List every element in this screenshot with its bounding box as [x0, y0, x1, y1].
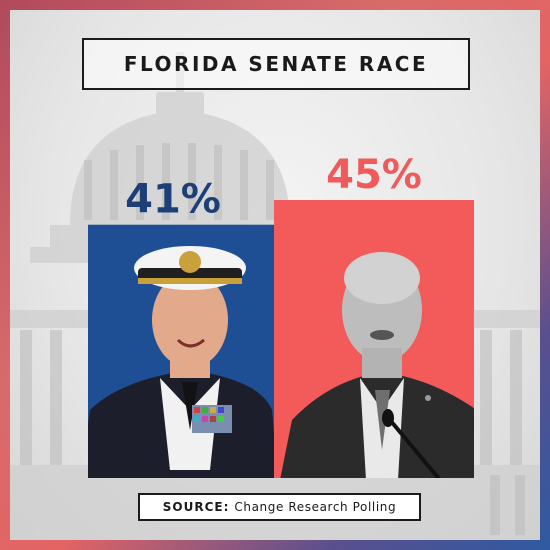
source-text: Change Research Polling: [234, 500, 397, 514]
source-label: SOURCE:: [162, 500, 230, 514]
chart-title: FLORIDA SENATE RACE: [123, 52, 429, 76]
candidate-2-photo: [280, 252, 474, 478]
title-box: FLORIDA SENATE RACE: [82, 38, 470, 90]
value-label-candidate-2: 45%: [326, 152, 422, 198]
value-label-candidate-1: 41%: [125, 177, 221, 223]
poll-bar-chart: 41% 45%: [88, 152, 474, 478]
graphic-background: FLORIDA SENATE RACE: [10, 10, 540, 540]
source-box: SOURCE: Change Research Polling: [138, 493, 421, 521]
candidate-1-photo: [88, 246, 274, 478]
